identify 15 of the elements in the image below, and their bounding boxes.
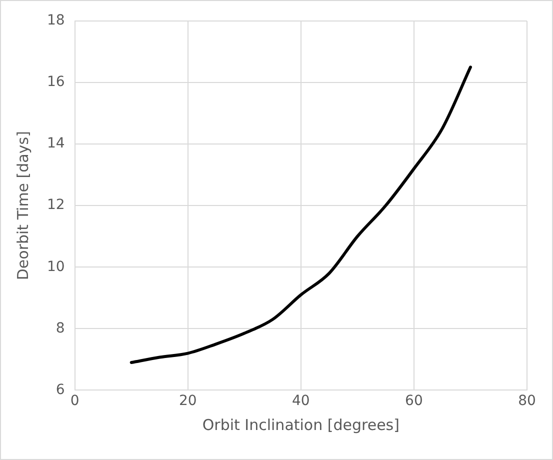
y-tick-label: 10 xyxy=(46,258,65,275)
x-tick-label: 0 xyxy=(70,393,80,410)
x-tick-label: 60 xyxy=(405,393,423,410)
x-tick-label: 20 xyxy=(178,393,197,410)
y-tick-label: 8 xyxy=(56,320,65,336)
y-axis-title: Deorbit Time [days] xyxy=(14,131,32,280)
y-tick-label: 12 xyxy=(46,197,65,214)
y-tick-label: 16 xyxy=(46,74,65,90)
x-tick-label: 80 xyxy=(518,393,536,410)
x-axis-title: Orbit Inclination [degrees] xyxy=(202,416,400,434)
y-tick-label: 6 xyxy=(56,382,65,398)
x-tick-label: 40 xyxy=(292,393,310,410)
y-tick-label: 18 xyxy=(46,12,65,29)
y-tick-label: 14 xyxy=(46,136,65,152)
line-series xyxy=(130,66,472,364)
